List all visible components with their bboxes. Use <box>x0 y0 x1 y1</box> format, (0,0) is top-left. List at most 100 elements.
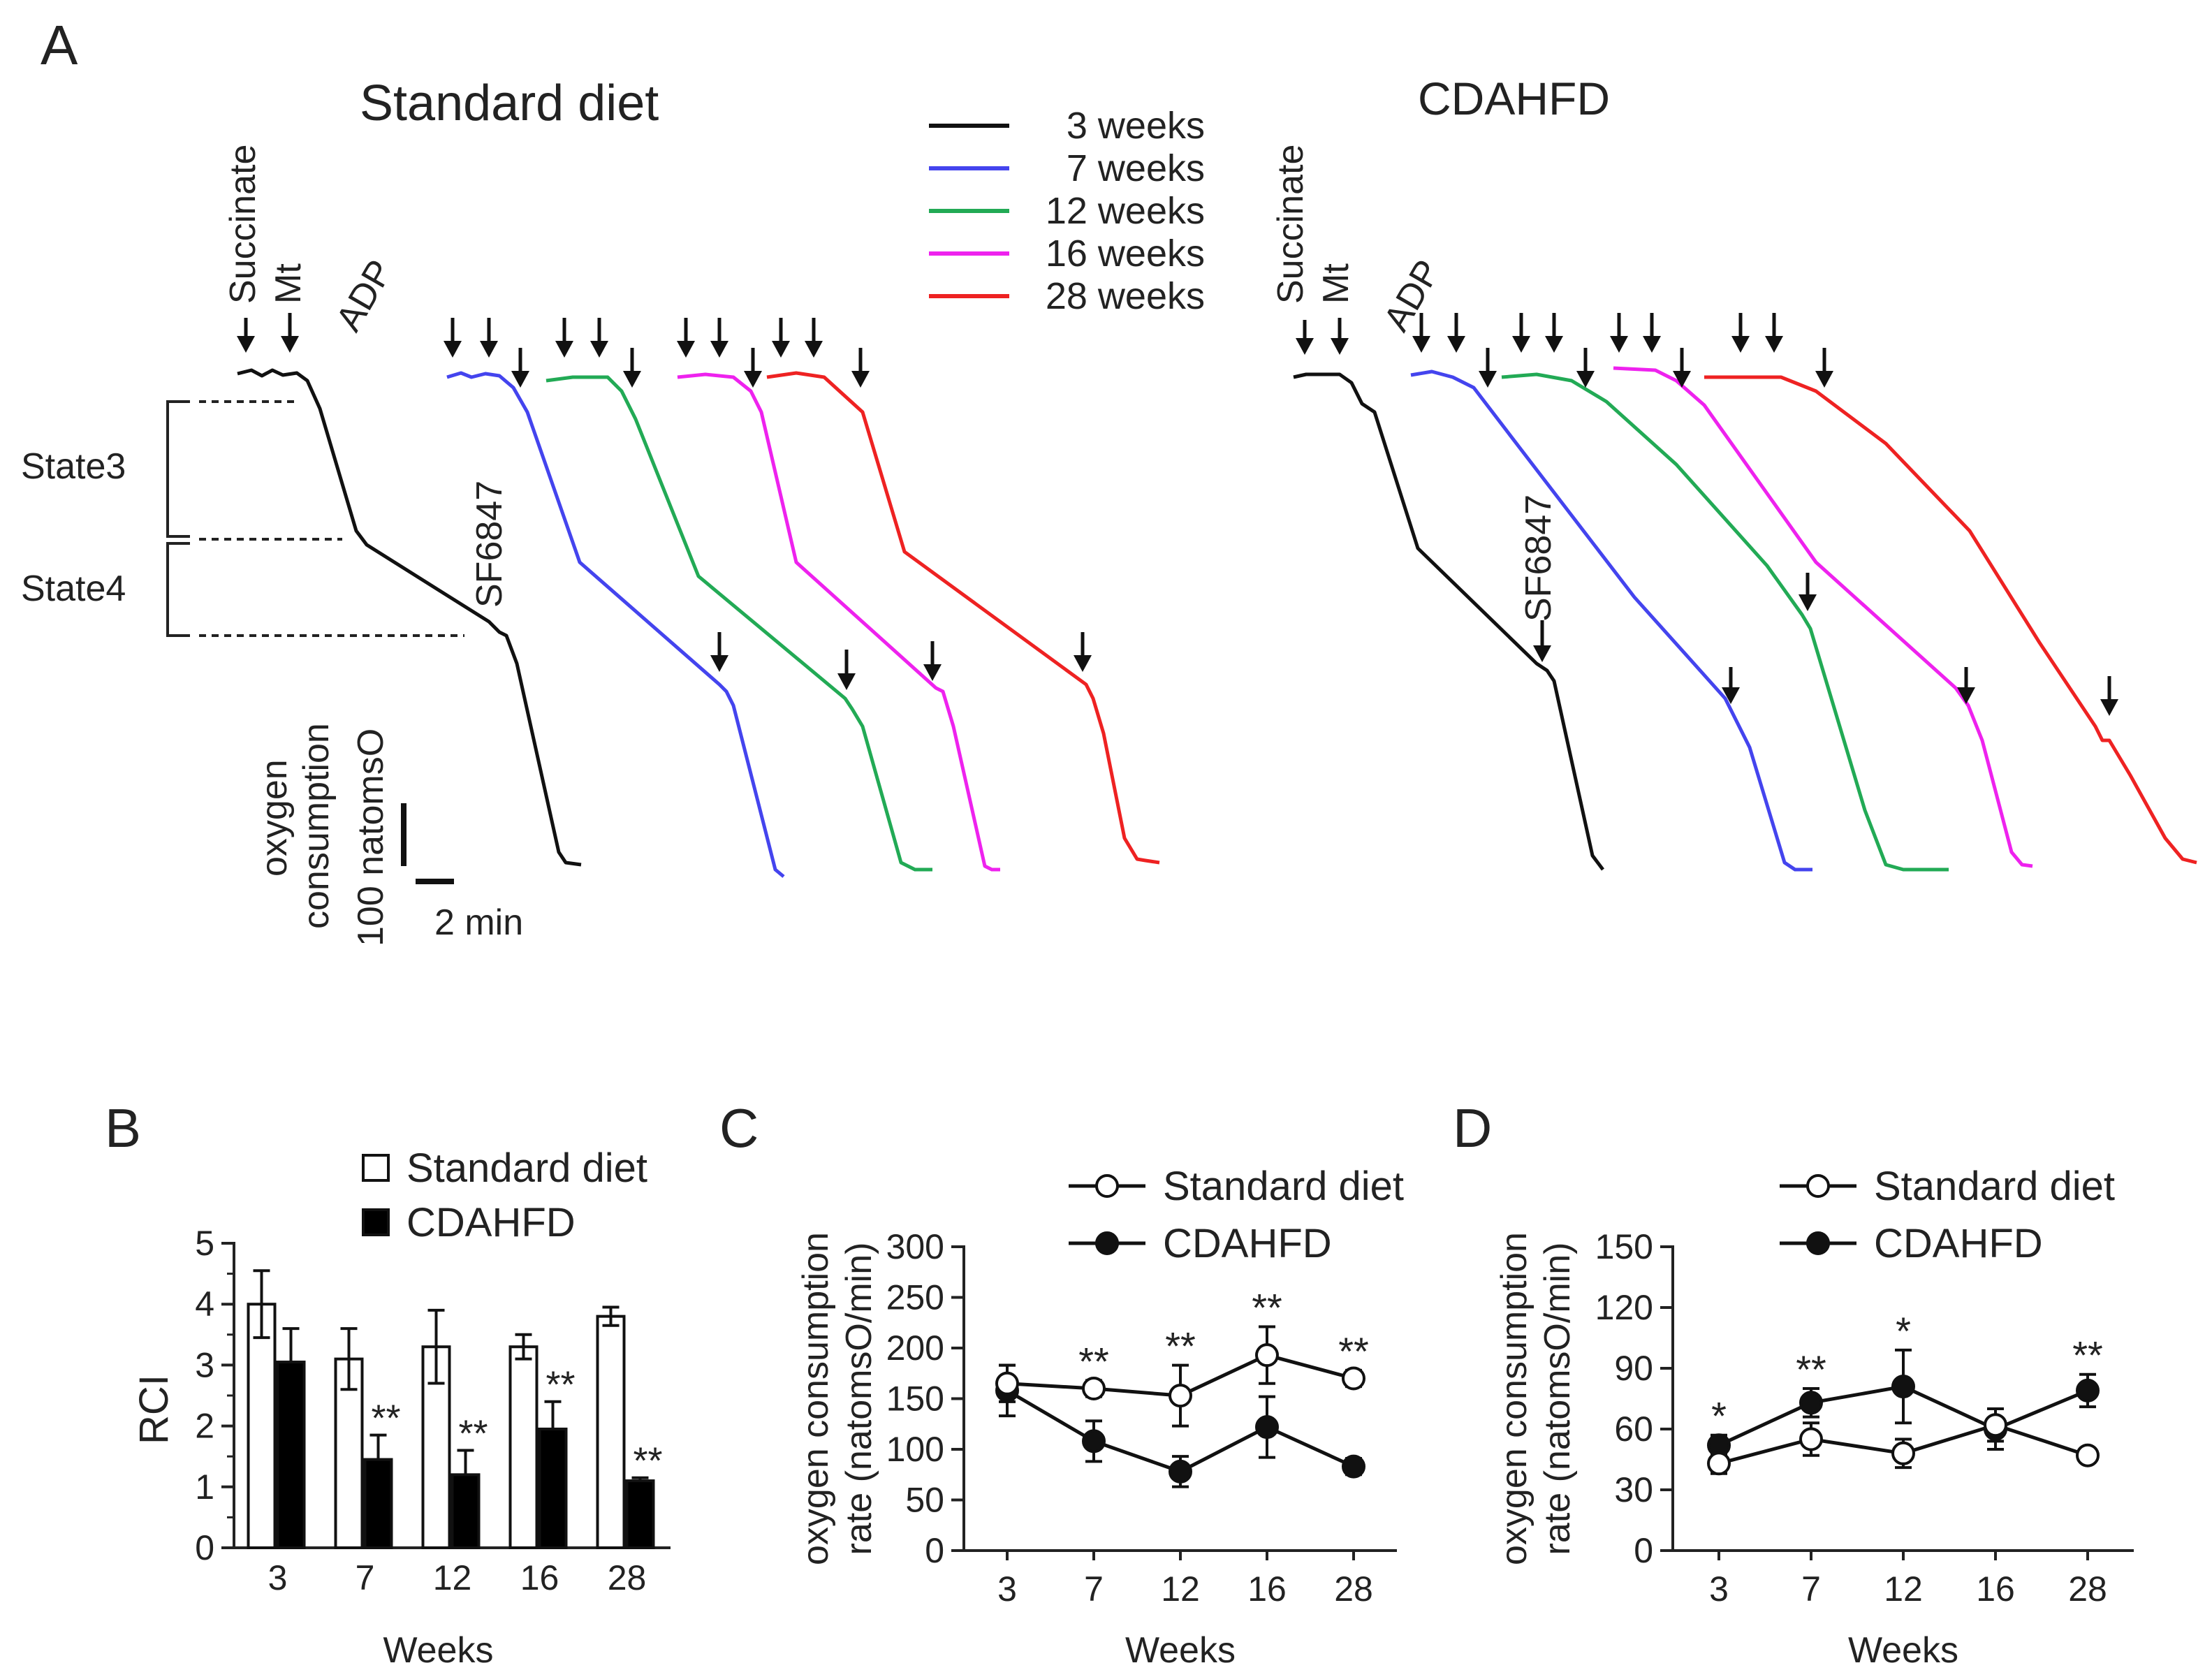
d-ytick-label-5: 150 <box>1595 1227 1653 1266</box>
arrow-head-4 <box>511 371 529 388</box>
b-bar-1-0 <box>276 1361 306 1550</box>
c-sig-3: ** <box>1252 1286 1282 1330</box>
addition-arrows <box>237 313 2118 716</box>
trace-standard-3w <box>237 368 582 867</box>
d-point-1-2 <box>1891 1375 1915 1399</box>
b-bar-1-1 <box>363 1458 393 1550</box>
b-ytick-label-1: 1 <box>195 1467 214 1507</box>
arrow-head-33 <box>1533 645 1551 662</box>
scale-x-label: 2 min <box>434 902 523 943</box>
arrow-head-14 <box>710 655 728 672</box>
b-ytick-label-2: 2 <box>195 1407 214 1446</box>
c-point-0-4 <box>1342 1366 1365 1391</box>
panel-c-letter: C <box>719 1097 759 1159</box>
b-bar-1-2 <box>451 1473 481 1550</box>
b-bar-1-4 <box>625 1479 655 1550</box>
c-legend-marker-0 <box>1095 1174 1119 1198</box>
label-sf6847-left: SF6847 <box>469 481 510 608</box>
arrow-head-3 <box>480 341 498 358</box>
arrow-head-23 <box>1512 336 1530 353</box>
d-xlabel: Weeks <box>1848 1630 1958 1671</box>
trace-cdahfd-16w <box>1613 366 2033 868</box>
trace-cdahfd-12w <box>1501 372 1949 872</box>
d-ylabel-1: oxygen consumption <box>1494 1232 1535 1565</box>
scale-caption-oxygen: oxygen <box>254 759 295 877</box>
d-ytick-label-0: 0 <box>1634 1531 1653 1570</box>
arrow-head-21 <box>1447 336 1465 353</box>
c-xtick-label-2: 12 <box>1161 1569 1200 1609</box>
d-ytick-label-2: 60 <box>1614 1409 1653 1449</box>
panel-a-letter: A <box>41 14 78 76</box>
label-adp-right: ADP <box>1376 253 1449 338</box>
arrow-head-7 <box>623 371 641 388</box>
c-legend-label-1: CDAHFD <box>1163 1221 1332 1266</box>
arrow-head-35 <box>1957 687 1975 704</box>
label-sf6847-right: SF6847 <box>1518 495 1559 622</box>
arrow-head-19 <box>1331 338 1349 355</box>
panel-a-title-cdahfd: CDAHFD <box>1418 73 1610 124</box>
c-point-0-2 <box>1169 1384 1192 1408</box>
c-ytick-label-5: 250 <box>886 1278 944 1317</box>
arrow-head-11 <box>772 341 790 358</box>
c-ylabel-1: oxygen consumption <box>796 1232 836 1565</box>
b-xtick-label-1: 7 <box>356 1558 375 1597</box>
arrow-head-10 <box>744 371 762 388</box>
oxygen-traces <box>237 366 2197 878</box>
d-ytick-label-3: 90 <box>1614 1349 1653 1388</box>
trace-cdahfd-28w <box>1704 375 2197 865</box>
panel-b-letter: B <box>105 1097 141 1159</box>
scale-bar <box>401 803 454 884</box>
d-sig-4: ** <box>2072 1333 2103 1377</box>
c-ytick-label-2: 100 <box>886 1430 944 1469</box>
c-sig-4: ** <box>1338 1329 1369 1373</box>
arrow-head-5 <box>555 341 573 358</box>
trace-standard-16w <box>677 372 1000 872</box>
c-point-0-3 <box>1255 1343 1279 1368</box>
arrow-head-13 <box>851 371 870 388</box>
b-legend-swatch-1 <box>362 1208 390 1236</box>
b-sig-3: ** <box>545 1364 575 1406</box>
c-ytick-label-0: 0 <box>925 1531 944 1570</box>
trace-standard-7w <box>446 371 785 878</box>
c-point-1-1 <box>1082 1429 1106 1453</box>
d-xtick-label-2: 12 <box>1884 1569 1923 1609</box>
scale-caption-consumption: consumption <box>296 723 337 929</box>
c-ytick-label-6: 300 <box>886 1227 944 1266</box>
d-sig-0: * <box>1711 1394 1727 1438</box>
arrow-head-18 <box>1296 338 1314 355</box>
arrow-head-1 <box>281 336 299 353</box>
d-point-1-4 <box>2076 1378 2100 1403</box>
b-xlabel: Weeks <box>383 1630 494 1671</box>
label-mt-right: Mt <box>1316 263 1356 304</box>
legend-label-3: 16 weeks <box>1046 233 1205 274</box>
b-xtick-label-3: 16 <box>520 1558 559 1597</box>
arrow-head-12 <box>805 341 823 358</box>
c-xtick-label-1: 7 <box>1084 1569 1104 1609</box>
d-xtick-label-4: 28 <box>2068 1569 2107 1609</box>
arrow-head-0 <box>237 336 255 353</box>
arrow-head-2 <box>444 341 462 358</box>
d-legend-label-1: CDAHFD <box>1874 1221 2043 1266</box>
d-point-0-1 <box>1799 1427 1823 1451</box>
b-ylabel: RCI <box>131 1375 177 1444</box>
trace-cdahfd-3w <box>1293 372 1604 871</box>
label-mt-left: Mt <box>268 263 309 304</box>
c-sig-2: ** <box>1165 1324 1196 1368</box>
b-ytick-label-4: 4 <box>195 1284 214 1324</box>
b-bar-1-3 <box>538 1427 568 1549</box>
arrow-head-9 <box>710 341 728 358</box>
d-xtick-label-1: 7 <box>1801 1569 1821 1609</box>
arrow-head-29 <box>1731 336 1750 353</box>
arrow-head-17 <box>1074 655 1092 672</box>
arrow-head-36 <box>2100 699 2118 716</box>
panel-c: C 0 50 100 150 200 250 300 3 7 12 16 28 ** ** ** ** oxyg… <box>719 1097 1404 1671</box>
c-ytick-label-4: 200 <box>886 1328 944 1368</box>
arrow-head-34 <box>1722 687 1740 704</box>
legend-label-0: 3 weeks <box>1067 105 1205 147</box>
d-ylabel-2: rate (natomsO/min) <box>1537 1243 1578 1555</box>
